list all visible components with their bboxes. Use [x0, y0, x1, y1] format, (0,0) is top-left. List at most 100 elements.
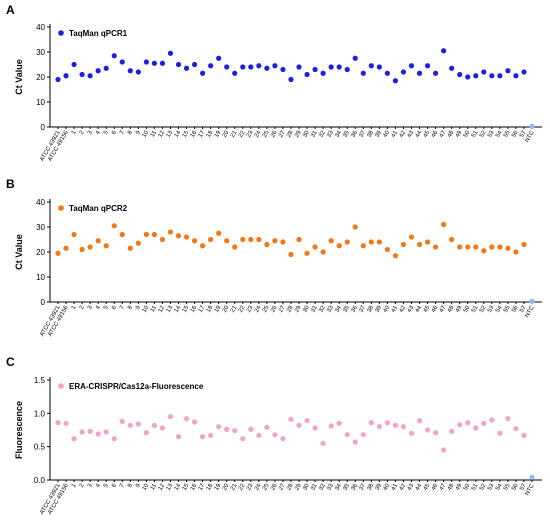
x-tick-label: 56	[511, 304, 520, 313]
x-tick-label: 39	[375, 482, 384, 491]
data-point	[312, 425, 318, 431]
x-tick-label: 52	[479, 129, 488, 138]
data-point	[384, 246, 390, 253]
data-point	[368, 239, 374, 245]
data-point	[264, 424, 270, 430]
data-point	[320, 440, 326, 446]
data-point	[95, 431, 101, 437]
data-point	[328, 238, 334, 244]
data-point	[111, 53, 117, 59]
x-tick-label: 44	[415, 482, 424, 491]
y-tick-label: 30	[36, 223, 45, 232]
data-point	[167, 414, 174, 420]
data-point	[127, 245, 133, 251]
x-tick-label: 53	[487, 304, 496, 313]
data-point	[521, 241, 527, 248]
x-tick-label: 43	[407, 304, 416, 313]
x-tick-label: 16	[190, 129, 199, 138]
x-tick-label: 37	[358, 304, 367, 313]
data-point	[135, 240, 141, 246]
data-point	[87, 73, 93, 79]
data-point	[304, 250, 310, 256]
x-tick-label: 43	[407, 129, 416, 138]
data-point	[87, 244, 93, 250]
legend: ERA-CRISPR/Cas12a-Fluorescence	[58, 382, 204, 391]
x-tick-label: 31	[310, 304, 319, 313]
x-tick-label: 8	[127, 304, 134, 310]
data-point	[248, 236, 254, 243]
x-tick-label: 36	[350, 129, 359, 138]
data-point	[368, 420, 374, 426]
y-axis-title: Ct Value	[14, 59, 24, 95]
data-point	[376, 424, 382, 430]
y-tick-label: 0.5	[34, 443, 46, 452]
data-point	[473, 425, 479, 431]
data-point	[151, 422, 158, 428]
x-tick-label: 44	[415, 304, 424, 313]
x-tick-label: 24	[254, 304, 263, 313]
x-tick-label: 52	[479, 482, 488, 491]
data-point	[103, 65, 109, 71]
x-tick-label: 3	[87, 304, 94, 310]
data-point	[392, 253, 399, 259]
data-point	[288, 416, 294, 422]
data-point	[127, 422, 133, 428]
data-point	[143, 430, 149, 436]
data-point	[424, 63, 431, 69]
x-tick-label: 2	[79, 304, 86, 310]
data-point	[376, 239, 382, 245]
x-tick-label: 20	[222, 129, 231, 138]
x-tick-label: 23	[246, 129, 255, 138]
data-point	[55, 76, 61, 83]
data-point	[256, 432, 262, 438]
x-tick-label: 37	[358, 129, 367, 138]
data-point	[143, 231, 149, 238]
data-point	[384, 420, 390, 426]
x-tick-label: 22	[238, 304, 247, 313]
data-point	[183, 234, 190, 240]
data-point	[280, 66, 286, 73]
x-tick-label: 46	[431, 129, 440, 138]
x-tick-label: 45	[423, 129, 432, 138]
data-point	[352, 224, 358, 230]
x-tick-label: 11	[150, 304, 159, 313]
data-point	[513, 426, 519, 432]
x-tick-label: 53	[487, 482, 496, 491]
x-tick-label: 38	[367, 129, 376, 138]
legend-marker	[58, 383, 64, 389]
data-point	[79, 429, 85, 435]
x-tick-label: 32	[318, 304, 327, 313]
x-tick-label: 17	[198, 482, 207, 491]
data-point	[151, 231, 158, 238]
x-tick-label: 35	[342, 304, 351, 313]
x-tick-label: 55	[503, 129, 512, 138]
x-tick-label: 40	[383, 129, 392, 138]
x-tick-label: 54	[495, 482, 504, 491]
x-tick-label: 10	[142, 482, 151, 491]
x-tick-label: 21	[230, 304, 239, 313]
data-point	[400, 424, 407, 430]
data-point	[159, 425, 166, 431]
data-point	[224, 426, 230, 432]
x-tick-label: 38	[367, 482, 376, 491]
data-point	[216, 55, 222, 61]
data-point	[280, 436, 286, 442]
data-point	[95, 68, 101, 74]
x-tick-label: 28	[286, 482, 295, 491]
data-point	[175, 233, 182, 239]
x-tick-label: 20	[222, 482, 231, 491]
x-tick-label: 45	[423, 304, 432, 313]
data-point	[224, 64, 230, 70]
data-point	[288, 251, 294, 258]
data-point	[360, 432, 366, 438]
x-tick-label: 2	[79, 482, 86, 488]
x-tick-label: 33	[326, 482, 335, 491]
x-tick-label: 22	[238, 482, 247, 491]
x-tick-label: 14	[174, 129, 183, 138]
data-point	[240, 236, 246, 243]
x-tick-label: 36	[350, 482, 359, 491]
data-point	[264, 241, 270, 248]
x-tick-label: 25	[262, 304, 271, 313]
data-point	[489, 73, 495, 79]
